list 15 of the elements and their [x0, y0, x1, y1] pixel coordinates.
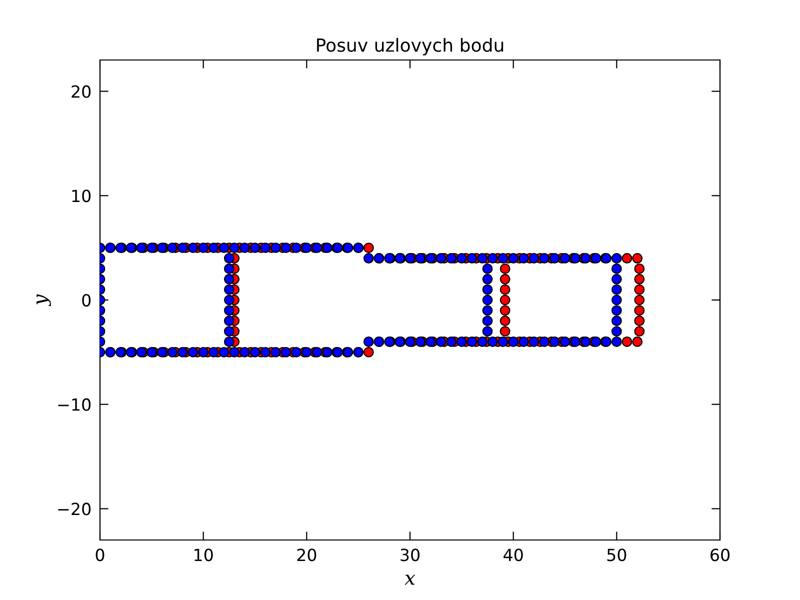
- chart-title: Posuv uzlovych bodu: [317, 38, 504, 56]
- x-tick-label: 10: [194, 548, 213, 562]
- x-tick-label: 40: [504, 548, 523, 562]
- y-tick-label: 10: [72, 190, 91, 202]
- x-tick-label: 0: [96, 548, 104, 562]
- x-tick-label: 20: [297, 548, 316, 562]
- x-tick-label: 50: [607, 548, 626, 562]
- y-tick-label: −10: [58, 398, 91, 411]
- y-tick-label: 20: [72, 85, 91, 98]
- y-axis-title: y: [36, 294, 51, 306]
- x-axis-title: x: [404, 574, 416, 585]
- x-tick-label: 30: [400, 548, 420, 562]
- y-tick-label: −20: [58, 502, 91, 516]
- y-tick-label: 0: [82, 294, 91, 307]
- x-tick-label: 60: [710, 548, 730, 562]
